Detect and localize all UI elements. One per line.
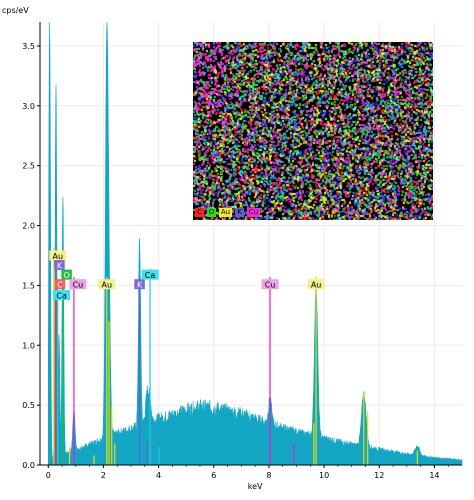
element-tag [261, 279, 279, 290]
y-tick-label: 0.0 [22, 461, 35, 470]
y-tick-label: 3.0 [22, 102, 35, 111]
element-tag [54, 279, 66, 290]
element-tag-label: Ca [145, 271, 156, 280]
element-tag [307, 279, 325, 290]
x-tick-label: 10 [319, 471, 329, 480]
element-tag-label: Cu [265, 281, 276, 290]
x-tick-label: 0 [46, 471, 51, 480]
x-tick-label: 12 [374, 471, 384, 480]
element-tag-label: K [137, 281, 143, 290]
y-tick-label: 2.0 [22, 222, 35, 231]
y-axis-label: cps/eV [2, 6, 29, 15]
element-tag [69, 279, 87, 290]
x-axis-label: keV [248, 482, 263, 491]
y-tick-label: 3.5 [22, 42, 35, 51]
element-tag-label: Ca [56, 291, 67, 300]
element-tag-label: C [57, 281, 63, 290]
element-tag [49, 250, 67, 261]
element-tag-label: Au [101, 281, 112, 290]
element-tag-label: Au [53, 252, 64, 261]
element-tag-label: K [57, 262, 63, 271]
x-tick-label: 14 [429, 471, 439, 480]
y-tick-label: 2.5 [22, 162, 35, 171]
y-tick-label: 1.5 [22, 281, 35, 290]
element-map-image: C O Au K Cu [193, 42, 433, 220]
element-tag [53, 289, 71, 300]
element-tag-label: O [63, 271, 69, 280]
element-map-legend: C O Au K Cu [195, 208, 260, 217]
element-tag [54, 260, 65, 271]
element-tag-label: Cu [73, 281, 84, 290]
element-tag [61, 269, 72, 280]
x-tick-label: 2 [101, 471, 106, 480]
element-map-legend-chip: Cu [247, 208, 260, 217]
element-tag [134, 279, 145, 290]
element-tag-label: Au [311, 281, 322, 290]
x-tick-label: 8 [266, 471, 271, 480]
element-map-legend-chip: O [207, 208, 216, 217]
x-tick-label: 6 [211, 471, 216, 480]
element-tag [141, 269, 159, 280]
element-tag [98, 279, 116, 290]
y-tick-label: 0.5 [22, 401, 35, 410]
element-map-legend-chip: Au [219, 208, 232, 217]
x-tick-label: 4 [156, 471, 161, 480]
element-map-legend-chip: C [195, 208, 204, 217]
y-tick-label: 1.0 [22, 341, 35, 350]
element-map-canvas [193, 42, 433, 220]
element-map-legend-chip: K [235, 208, 244, 217]
spectrum-area [47, 21, 463, 466]
